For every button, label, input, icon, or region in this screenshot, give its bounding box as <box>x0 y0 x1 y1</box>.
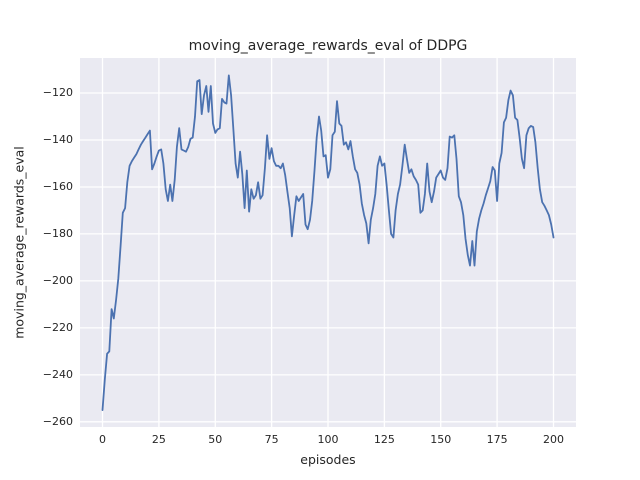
x-axis-label: episodes <box>300 452 356 467</box>
y-tick-label: −120 <box>42 85 73 99</box>
line-chart <box>80 58 576 427</box>
y-axis-label: moving_average_rewards_eval <box>11 146 27 339</box>
y-tick-label: −140 <box>42 132 73 146</box>
y-tick-label: −260 <box>42 414 73 428</box>
x-tick-label: 25 <box>151 433 166 446</box>
x-tick-label: 100 <box>317 433 339 446</box>
x-tick-label: 200 <box>542 433 564 446</box>
y-tick-label: −220 <box>42 320 73 334</box>
x-tick-label: 50 <box>208 433 223 446</box>
x-tick-label: 150 <box>430 433 452 446</box>
x-tick-label: 175 <box>486 433 508 446</box>
chart-title: moving_average_rewards_eval of DDPG <box>188 38 468 54</box>
plot-area <box>80 58 576 427</box>
y-tick-label: −200 <box>42 273 73 287</box>
y-tick-label: −180 <box>42 226 73 240</box>
x-tick-label: 0 <box>99 433 107 446</box>
y-tick-label: −160 <box>42 179 73 193</box>
x-tick-label: 75 <box>264 433 279 446</box>
x-tick-label: 125 <box>373 433 395 446</box>
y-tick-label: −240 <box>42 367 73 381</box>
